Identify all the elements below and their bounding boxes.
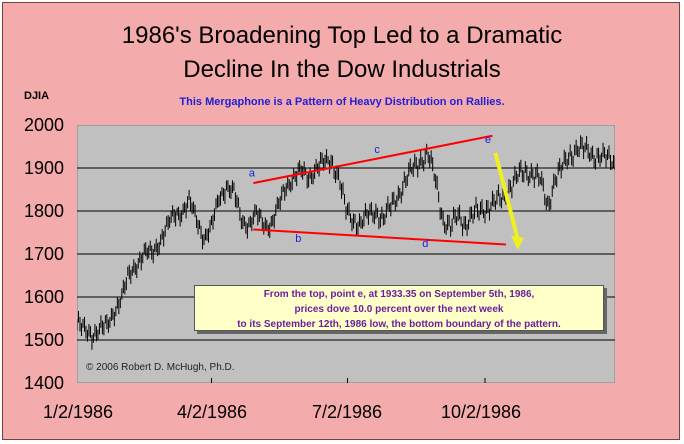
trendline-lower <box>253 228 506 246</box>
point-label-e: e <box>485 134 491 146</box>
annotation-box: From the top, point e, at 1933.35 on Sep… <box>194 285 604 331</box>
y-tick-label: 1800 <box>23 201 64 221</box>
point-label-c: c <box>374 144 380 156</box>
point-label-b: b <box>295 233 301 245</box>
point-label-a: a <box>249 168 256 180</box>
x-tick-label: 10/2/1986 <box>440 402 522 422</box>
y-axis-label: DJIA <box>24 90 50 102</box>
y-tick-label: 1500 <box>23 330 64 350</box>
copyright-text: © 2006 Robert D. McHugh, Ph.D. <box>86 362 235 373</box>
chart-subtitle: This Mergaphone is a Pattern of Heavy Di… <box>179 96 505 108</box>
decline-arrow-head <box>510 235 524 250</box>
annotation-line: From the top, point e, at 1933.35 on Sep… <box>263 289 535 300</box>
y-tick-label: 1600 <box>23 287 64 307</box>
chart-title-line1: 1986's Broadening Top Led to a Dramatic <box>121 22 563 49</box>
y-tick-label: 2000 <box>23 115 64 135</box>
y-tick-label: 1700 <box>23 244 64 264</box>
chart-title-line2: Decline In the Dow Industrials <box>183 56 501 83</box>
price-series <box>77 135 615 350</box>
x-tick-label: 1/2/1986 <box>42 402 114 422</box>
y-tick-label: 1400 <box>23 373 64 393</box>
trendline-upper <box>253 134 493 185</box>
annotation-line: prices dove 10.0 percent over the next w… <box>294 304 504 315</box>
point-label-d: d <box>422 238 428 250</box>
x-tick-label: 4/2/1986 <box>176 402 248 422</box>
plot-area: a b c d e <box>77 125 615 383</box>
x-tick-label: 7/2/1986 <box>311 402 383 422</box>
annotation-line: to its September 12th, 1986 low, the bot… <box>237 319 561 330</box>
decline-arrow-shaft <box>493 152 520 241</box>
y-tick-label: 1900 <box>23 158 64 178</box>
